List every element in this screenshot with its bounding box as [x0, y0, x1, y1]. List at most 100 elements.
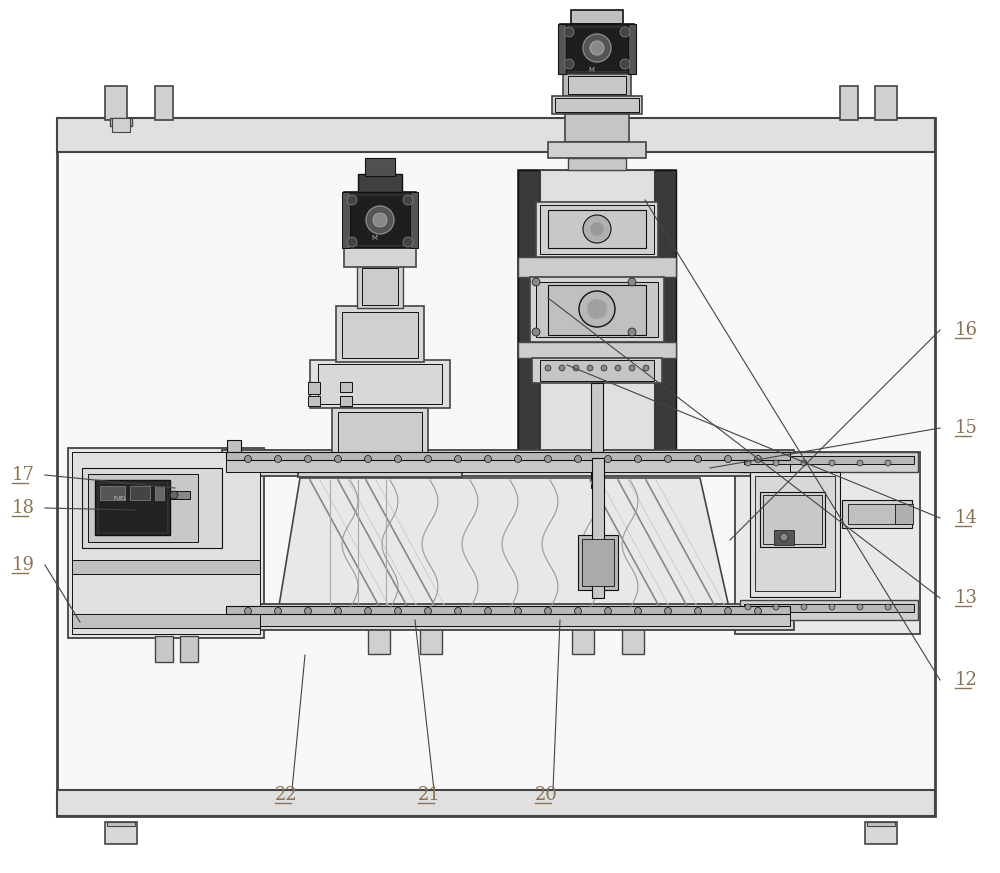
Bar — [558, 24, 566, 74]
Text: M: M — [371, 235, 377, 241]
Bar — [540, 170, 654, 458]
Circle shape — [532, 278, 540, 286]
Text: 12: 12 — [955, 671, 978, 689]
Bar — [318, 364, 442, 404]
Bar — [760, 492, 825, 547]
Bar — [530, 277, 664, 342]
Text: 16: 16 — [955, 321, 978, 339]
Bar — [130, 486, 150, 500]
Bar — [308, 396, 320, 406]
Circle shape — [274, 456, 282, 463]
Circle shape — [629, 365, 635, 371]
Bar — [155, 86, 173, 120]
Bar — [332, 408, 428, 456]
Circle shape — [587, 365, 593, 371]
Circle shape — [544, 456, 552, 463]
Bar — [536, 202, 658, 257]
Bar — [420, 612, 442, 654]
Bar — [750, 472, 840, 597]
Bar — [565, 114, 629, 142]
Bar — [57, 790, 935, 816]
Bar — [338, 412, 422, 452]
Circle shape — [454, 608, 462, 615]
Bar — [536, 282, 658, 337]
Bar — [358, 174, 402, 192]
Circle shape — [574, 456, 582, 463]
Bar — [155, 486, 164, 500]
Bar — [572, 612, 594, 654]
Bar — [298, 455, 462, 477]
Bar — [344, 247, 416, 267]
Circle shape — [620, 59, 630, 69]
Circle shape — [424, 608, 432, 615]
Circle shape — [620, 27, 630, 37]
Circle shape — [857, 460, 863, 466]
Bar — [848, 504, 908, 524]
Circle shape — [773, 460, 779, 466]
Circle shape — [643, 365, 649, 371]
Circle shape — [544, 608, 552, 615]
Text: 14: 14 — [955, 509, 978, 527]
Bar — [226, 454, 790, 472]
Bar — [755, 476, 835, 591]
Bar — [72, 452, 260, 634]
Circle shape — [583, 34, 611, 62]
Bar — [68, 448, 264, 638]
Circle shape — [564, 59, 574, 69]
Bar — [555, 98, 639, 112]
Circle shape — [635, 608, 642, 615]
Circle shape — [403, 237, 413, 247]
Circle shape — [724, 456, 732, 463]
Text: 13: 13 — [955, 589, 978, 607]
Circle shape — [604, 608, 612, 615]
Circle shape — [635, 456, 642, 463]
Text: 18: 18 — [12, 499, 35, 517]
Bar — [563, 27, 631, 71]
Bar — [875, 86, 897, 120]
Circle shape — [564, 27, 574, 37]
Bar — [410, 192, 418, 248]
Bar — [744, 604, 914, 612]
Bar — [72, 614, 260, 628]
Text: 20: 20 — [535, 786, 558, 804]
Bar — [310, 360, 450, 408]
Text: 17: 17 — [12, 466, 35, 484]
Bar — [548, 285, 646, 335]
Text: FUEL: FUEL — [113, 496, 127, 500]
Bar — [72, 560, 260, 574]
Circle shape — [484, 608, 492, 615]
Circle shape — [694, 608, 702, 615]
Bar — [342, 192, 350, 248]
Bar — [842, 500, 912, 528]
Bar — [348, 195, 412, 245]
Bar — [112, 118, 130, 132]
Circle shape — [664, 608, 672, 615]
Bar — [110, 118, 132, 126]
Bar — [591, 383, 603, 488]
Bar — [88, 474, 198, 542]
Circle shape — [347, 195, 357, 205]
Bar — [540, 360, 654, 381]
Circle shape — [829, 604, 835, 610]
Circle shape — [885, 604, 891, 610]
Circle shape — [857, 604, 863, 610]
Bar — [628, 24, 636, 74]
Bar — [222, 450, 794, 476]
Bar — [107, 822, 135, 826]
Circle shape — [664, 456, 672, 463]
Bar — [365, 158, 395, 176]
Circle shape — [590, 222, 604, 236]
Bar — [357, 265, 403, 308]
Bar — [518, 170, 540, 458]
Circle shape — [615, 365, 621, 371]
Bar — [763, 495, 822, 544]
Bar — [180, 636, 198, 662]
Circle shape — [484, 456, 492, 463]
Bar — [226, 606, 790, 614]
Circle shape — [244, 456, 252, 463]
Circle shape — [801, 460, 807, 466]
Circle shape — [559, 365, 565, 371]
Bar — [865, 822, 897, 844]
Bar — [95, 480, 170, 535]
Bar — [340, 396, 352, 406]
